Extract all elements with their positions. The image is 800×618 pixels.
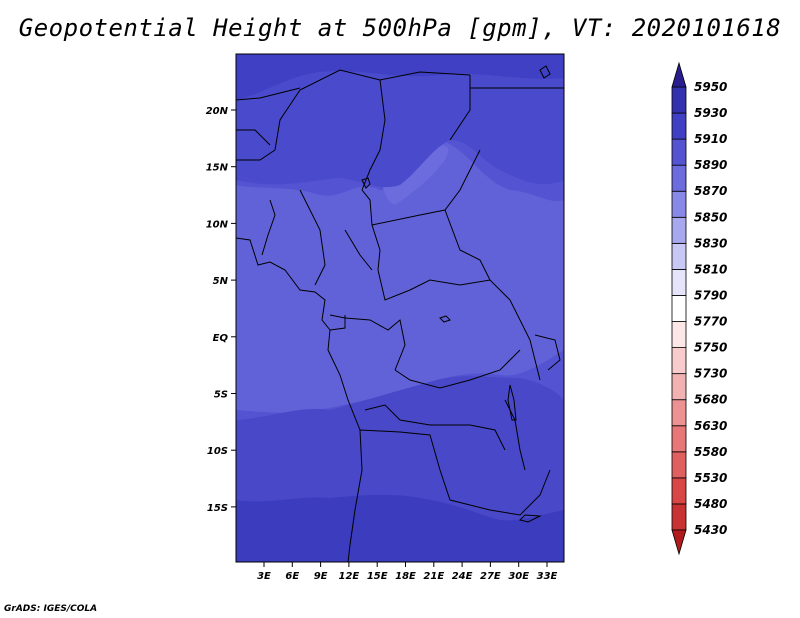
- y-tick-label: 15N: [206, 163, 229, 174]
- colorbar-segment: [671, 216, 687, 244]
- x-tick-label: 3E: [257, 571, 271, 582]
- colorbar-segment: [671, 399, 687, 427]
- contour-band-5890-north: [236, 54, 564, 188]
- contour-band-5910: [236, 494, 564, 562]
- x-tick-label: 12E: [339, 571, 360, 582]
- x-tick-label: 15E: [367, 571, 388, 582]
- x-tick-label: 33E: [537, 571, 558, 582]
- colorbar-segment: [671, 321, 687, 348]
- colorbar-segment: [671, 86, 687, 114]
- colorbar: 5430 5480 5530 5580 5630 5680 5730 5750 5770 5790…: [671, 61, 727, 556]
- colorbar-label: 5430: [694, 523, 727, 537]
- colorbar-segment: [671, 138, 687, 166]
- colorbar-label: 5890: [694, 158, 727, 172]
- colorbar-label: 5870: [694, 184, 727, 198]
- colorbar-extend-high: [671, 61, 687, 88]
- colorbar-segment: [671, 425, 687, 453]
- colorbar-segment: [671, 190, 687, 218]
- colorbar-label: 5810: [694, 262, 727, 276]
- colorbar-segment: [671, 269, 687, 296]
- x-tick-label: 24E: [452, 571, 473, 582]
- longitude-axis: 3E 6E 9E 12E 15E 18E 21E 24E 27E 30E 33E: [257, 562, 558, 582]
- colorbar-label: 5770: [694, 315, 727, 329]
- contour-band-5910-north: [236, 54, 564, 100]
- colorbar-segment: [671, 112, 687, 140]
- colorbar-segment: [671, 477, 687, 505]
- colorbar-label: 5850: [694, 210, 727, 224]
- x-tick-label: 18E: [395, 571, 416, 582]
- colorbar-segment: [671, 503, 687, 531]
- colorbar-label: 5630: [694, 419, 727, 433]
- y-tick-label: 5N: [213, 276, 229, 287]
- colorbar-segment: [671, 451, 687, 479]
- colorbar-segment: [671, 242, 687, 270]
- colorbar-label: 5950: [694, 80, 727, 94]
- map-frame: [235, 53, 565, 563]
- map-panel: [236, 54, 564, 562]
- colorbar-segment: [671, 164, 687, 192]
- country-borders: [236, 69, 564, 562]
- y-tick-label: 20N: [206, 106, 229, 117]
- latitude-axis: 20N 15N 10N 5N EQ 5S 10S 15S: [206, 106, 236, 514]
- colorbar-label: 5580: [694, 445, 727, 459]
- colorbar-label: 5830: [694, 236, 727, 250]
- colorbar-label: 5790: [694, 288, 727, 302]
- colorbar-segment: [671, 373, 687, 401]
- lakes: [361, 65, 551, 523]
- y-tick-label: 5S: [214, 390, 228, 401]
- y-tick-label: EQ: [213, 333, 229, 344]
- colorbar-segment: [671, 295, 687, 322]
- y-tick-label: 15S: [207, 503, 228, 514]
- colorbar-label: 5530: [694, 471, 727, 485]
- x-tick-label: 27E: [480, 571, 501, 582]
- colorbar-label: 5480: [694, 497, 727, 511]
- grads-credit: GrADS: IGES/COLA: [4, 604, 98, 614]
- colorbar-label: 5930: [694, 106, 727, 120]
- contour-band-5870: [236, 140, 564, 413]
- x-tick-label: 6E: [285, 571, 299, 582]
- colorbar-label: 5680: [694, 393, 727, 407]
- colorbar-segment: [671, 347, 687, 375]
- colorbar-extend-low: [671, 529, 687, 556]
- colorbar-label: 5910: [694, 132, 727, 146]
- colorbar-label: 5730: [694, 367, 727, 381]
- x-tick-label: 9E: [314, 571, 328, 582]
- y-tick-label: 10S: [207, 446, 228, 457]
- x-tick-label: 30E: [508, 571, 529, 582]
- y-tick-label: 10N: [206, 219, 229, 230]
- map-title: Geopotential Height at 500hPa [gpm], VT:…: [18, 14, 782, 42]
- x-tick-label: 21E: [423, 571, 444, 582]
- colorbar-label: 5750: [694, 341, 727, 355]
